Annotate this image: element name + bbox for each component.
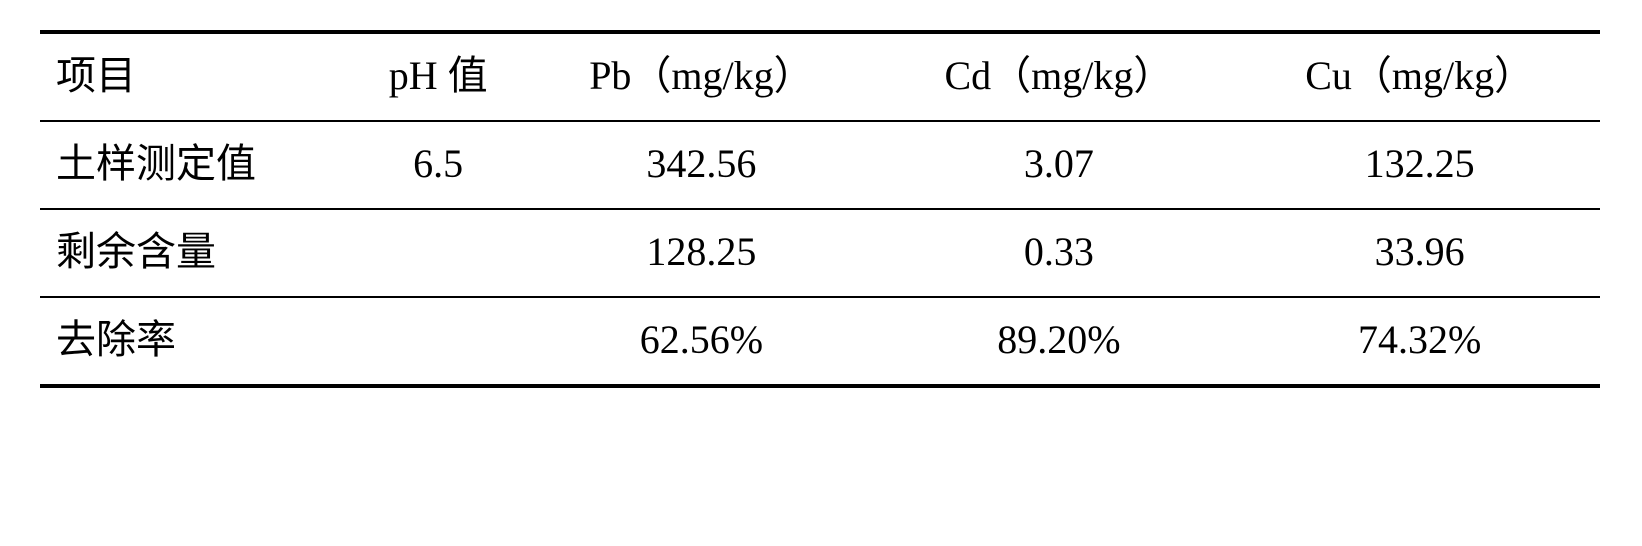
- row-label: 去除率: [40, 297, 352, 386]
- col-header-cu: Cu（mg/kg）: [1239, 32, 1600, 121]
- cell-cu: 74.32%: [1239, 297, 1600, 386]
- cell-cd: 0.33: [879, 209, 1240, 297]
- table-row: 剩余含量 128.25 0.33 33.96: [40, 209, 1600, 297]
- data-table: 项目 pH 值 Pb（mg/kg） Cd（mg/kg） Cu（mg/kg） 土样…: [40, 30, 1600, 388]
- cell-ph: 6.5: [352, 121, 524, 209]
- table-row: 土样测定值 6.5 342.56 3.07 132.25: [40, 121, 1600, 209]
- cell-cu: 132.25: [1239, 121, 1600, 209]
- col-header-ph: pH 值: [352, 32, 524, 121]
- cell-cu: 33.96: [1239, 209, 1600, 297]
- table-header-row: 项目 pH 值 Pb（mg/kg） Cd（mg/kg） Cu（mg/kg）: [40, 32, 1600, 121]
- table-row: 去除率 62.56% 89.20% 74.32%: [40, 297, 1600, 386]
- row-label: 土样测定值: [40, 121, 352, 209]
- cell-cd: 3.07: [879, 121, 1240, 209]
- cell-pb: 128.25: [524, 209, 878, 297]
- col-header-cd: Cd（mg/kg）: [879, 32, 1240, 121]
- col-header-item: 项目: [40, 32, 352, 121]
- row-label: 剩余含量: [40, 209, 352, 297]
- cell-pb: 62.56%: [524, 297, 878, 386]
- cell-ph: [352, 209, 524, 297]
- col-header-pb: Pb（mg/kg）: [524, 32, 878, 121]
- cell-ph: [352, 297, 524, 386]
- cell-cd: 89.20%: [879, 297, 1240, 386]
- cell-pb: 342.56: [524, 121, 878, 209]
